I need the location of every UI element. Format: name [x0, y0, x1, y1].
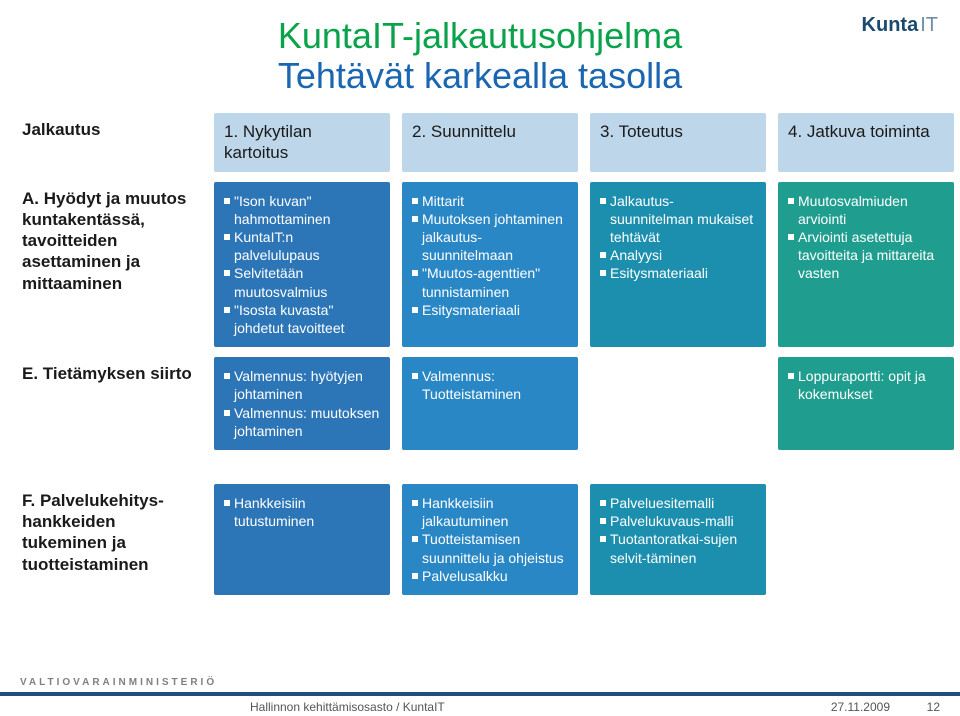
bullet-item: Esitysmateriaali: [600, 264, 756, 282]
col-header-2: 2. Suunnittelu: [402, 113, 578, 172]
matrix-grid: Jalkautus 1. Nykytilan kartoitus 2. Suun…: [22, 113, 942, 595]
row-E-head: E. Tietämyksen siirto: [22, 357, 202, 450]
bullet-item: Loppuraportti: opit ja kokemukset: [788, 367, 944, 403]
spacer: [22, 460, 202, 474]
bullet-item: Palveluesitemalli: [600, 494, 756, 512]
footer-bar: [0, 692, 960, 696]
slide: KuntaIT KuntaIT-jalkautusohjelma Tehtävä…: [0, 0, 960, 716]
cell-F3: PalveluesitemalliPalvelukuvaus-malliTuot…: [590, 484, 766, 595]
cell-E2: Valmennus: Tuotteistaminen: [402, 357, 578, 450]
cell-A4: Muutosvalmiuden arviointiArviointi asete…: [778, 182, 954, 348]
bullet-item: KuntaIT:n palvelulupaus: [224, 228, 380, 264]
brand-logo: KuntaIT: [862, 14, 938, 37]
brand-name: Kunta: [862, 14, 919, 36]
cell-A3: Jalkautus-suunnitelman mukaiset tehtävät…: [590, 182, 766, 348]
footer-page: 12: [927, 700, 940, 714]
cell-F1: Hankkeisiin tutustuminen: [214, 484, 390, 595]
bullet-item: Hankkeisiin jalkautuminen: [412, 494, 568, 530]
bullet-item: Mittarit: [412, 192, 568, 210]
row-F-head: F. Palvelukehitys-hankkeiden tukeminen j…: [22, 484, 202, 595]
footer-dept: Hallinnon kehittämisosasto / KuntaIT: [250, 700, 445, 714]
bullet-item: Muutoksen johtaminen jalkautus-suunnitel…: [412, 210, 568, 265]
cell-E4: Loppuraportti: opit ja kokemukset: [778, 357, 954, 450]
bullet-item: "Ison kuvan" hahmottaminen: [224, 192, 380, 228]
bullet-item: "Muutos-agenttien" tunnistaminen: [412, 264, 568, 300]
cell-F4-empty: [778, 484, 954, 595]
bullet-item: Palvelusalkku: [412, 567, 568, 585]
bullet-item: Muutosvalmiuden arviointi: [788, 192, 944, 228]
row-A-head: A. Hyödyt ja muutos kuntakentässä, tavoi…: [22, 182, 202, 348]
brand-suffix: IT: [920, 14, 938, 36]
bullet-item: Tuotantoratkai-sujen selvit-täminen: [600, 530, 756, 566]
cell-E3-empty: [590, 357, 766, 450]
bullet-item: Selvitetään muutosvalmius: [224, 264, 380, 300]
title-line-1: KuntaIT-jalkautusohjelma: [18, 16, 942, 56]
bullet-item: Arviointi asetettuja tavoitteita ja mitt…: [788, 228, 944, 283]
bullet-item: Palvelukuvaus-malli: [600, 512, 756, 530]
bullet-item: Hankkeisiin tutustuminen: [224, 494, 380, 530]
footer-date: 27.11.2009: [831, 700, 890, 714]
col-header-4: 4. Jatkuva toiminta: [778, 113, 954, 172]
bullet-item: Tuotteistamisen suunnittelu ja ohjeistus: [412, 530, 568, 566]
cell-A1: "Ison kuvan" hahmottaminenKuntaIT:n palv…: [214, 182, 390, 348]
col-header-1: 1. Nykytilan kartoitus: [214, 113, 390, 172]
slide-title: KuntaIT-jalkautusohjelma Tehtävät karkea…: [18, 16, 942, 95]
footer-ministry: VALTIOVARAINMINISTERIÖ: [20, 677, 217, 688]
title-line-2: Tehtävät karkealla tasolla: [18, 56, 942, 96]
bullet-item: Esitysmateriaali: [412, 301, 568, 319]
bullet-item: "Isosta kuvasta" johdetut tavoitteet: [224, 301, 380, 337]
bullet-item: Valmennus: hyötyjen johtaminen: [224, 367, 380, 403]
cell-E1: Valmennus: hyötyjen johtaminenValmennus:…: [214, 357, 390, 450]
bullet-item: Jalkautus-suunnitelman mukaiset tehtävät: [600, 192, 756, 247]
cell-A2: MittaritMuutoksen johtaminen jalkautus-s…: [402, 182, 578, 348]
bullet-item: Valmennus: muutoksen johtaminen: [224, 404, 380, 440]
col-header-3: 3. Toteutus: [590, 113, 766, 172]
row-header-label: Jalkautus: [22, 113, 202, 172]
cell-F2: Hankkeisiin jalkautuminenTuotteistamisen…: [402, 484, 578, 595]
bullet-item: Valmennus: Tuotteistaminen: [412, 367, 568, 403]
footer: VALTIOVARAINMINISTERIÖ Hallinnon kehittä…: [0, 668, 960, 716]
bullet-item: Analyysi: [600, 246, 756, 264]
